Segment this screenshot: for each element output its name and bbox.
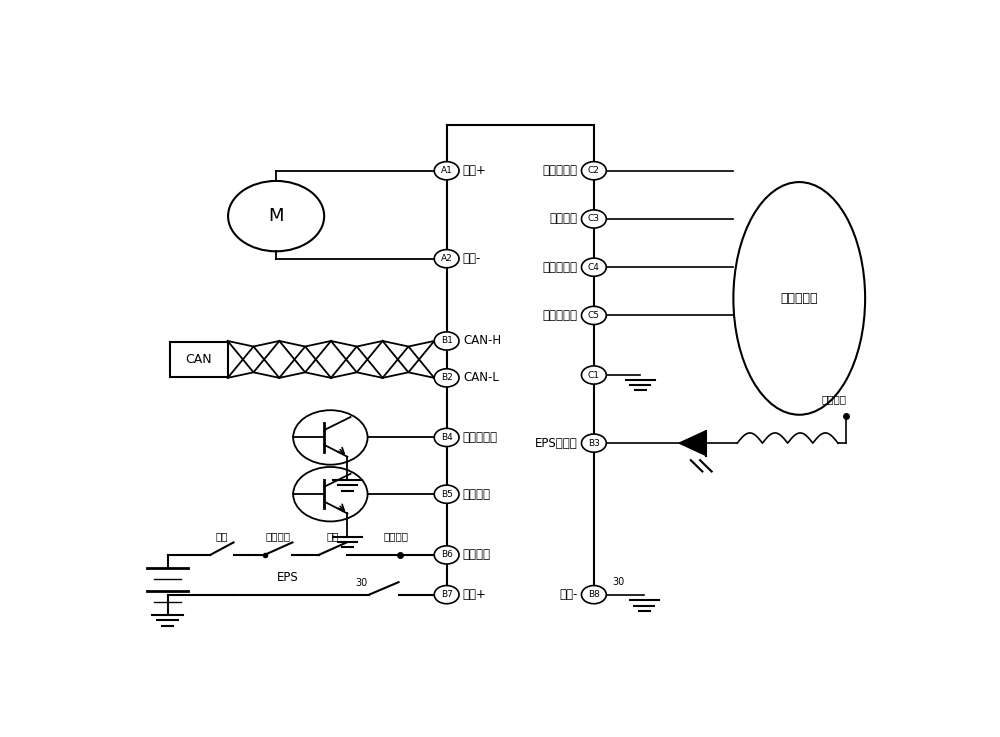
Circle shape bbox=[581, 434, 606, 453]
Text: B5: B5 bbox=[441, 489, 453, 499]
Circle shape bbox=[581, 366, 606, 384]
Text: 传感器电源: 传感器电源 bbox=[543, 164, 578, 177]
Text: C5: C5 bbox=[588, 311, 600, 320]
Text: 传感器辅路: 传感器辅路 bbox=[543, 261, 578, 273]
Text: 传感器地: 传感器地 bbox=[550, 212, 578, 226]
Text: CAN-L: CAN-L bbox=[463, 371, 499, 385]
Circle shape bbox=[434, 368, 459, 387]
Circle shape bbox=[434, 546, 459, 564]
Text: CAN-H: CAN-H bbox=[463, 335, 501, 347]
Text: 点火信号: 点火信号 bbox=[384, 531, 409, 541]
Text: 电机-: 电机- bbox=[463, 252, 481, 265]
Text: 扭矩传感器: 扭矩传感器 bbox=[780, 292, 818, 305]
Text: 电机+: 电机+ bbox=[463, 164, 487, 177]
Circle shape bbox=[581, 210, 606, 228]
Text: EPS: EPS bbox=[277, 571, 299, 584]
Text: 30: 30 bbox=[613, 576, 625, 587]
Text: 主联: 主联 bbox=[216, 531, 228, 541]
Text: B2: B2 bbox=[441, 374, 452, 383]
Text: 点火开关: 点火开关 bbox=[266, 531, 291, 541]
Circle shape bbox=[434, 161, 459, 180]
Text: B7: B7 bbox=[441, 590, 453, 599]
Text: 电源+: 电源+ bbox=[463, 588, 487, 601]
Text: B3: B3 bbox=[588, 439, 600, 447]
Circle shape bbox=[434, 586, 459, 604]
Text: 点火信号: 点火信号 bbox=[463, 548, 491, 562]
Circle shape bbox=[581, 258, 606, 276]
Circle shape bbox=[434, 485, 459, 503]
Circle shape bbox=[434, 428, 459, 447]
Text: A2: A2 bbox=[441, 254, 452, 263]
Text: M: M bbox=[268, 207, 284, 225]
Text: B8: B8 bbox=[588, 590, 600, 599]
Text: 车速信号: 车速信号 bbox=[463, 488, 491, 500]
Text: CAN: CAN bbox=[185, 353, 212, 366]
Circle shape bbox=[581, 307, 606, 324]
Text: A1: A1 bbox=[441, 167, 453, 175]
Text: C1: C1 bbox=[588, 371, 600, 380]
Text: B1: B1 bbox=[441, 337, 453, 346]
Text: C3: C3 bbox=[588, 214, 600, 223]
Polygon shape bbox=[679, 430, 706, 455]
Circle shape bbox=[434, 332, 459, 350]
Text: B4: B4 bbox=[441, 433, 452, 442]
Text: 电源-: 电源- bbox=[559, 588, 578, 601]
Text: C2: C2 bbox=[588, 167, 600, 175]
Text: 缺圈: 缺圈 bbox=[326, 531, 339, 541]
Text: 点火信号: 点火信号 bbox=[822, 394, 847, 405]
Circle shape bbox=[434, 250, 459, 268]
Circle shape bbox=[581, 586, 606, 604]
Text: EPS故障灯: EPS故障灯 bbox=[535, 436, 578, 450]
Text: C4: C4 bbox=[588, 262, 600, 272]
Text: B6: B6 bbox=[441, 551, 453, 559]
Text: 传感器主路: 传感器主路 bbox=[543, 309, 578, 322]
Text: 发动机信号: 发动机信号 bbox=[463, 431, 498, 444]
Circle shape bbox=[581, 161, 606, 180]
Text: 30: 30 bbox=[355, 578, 368, 588]
